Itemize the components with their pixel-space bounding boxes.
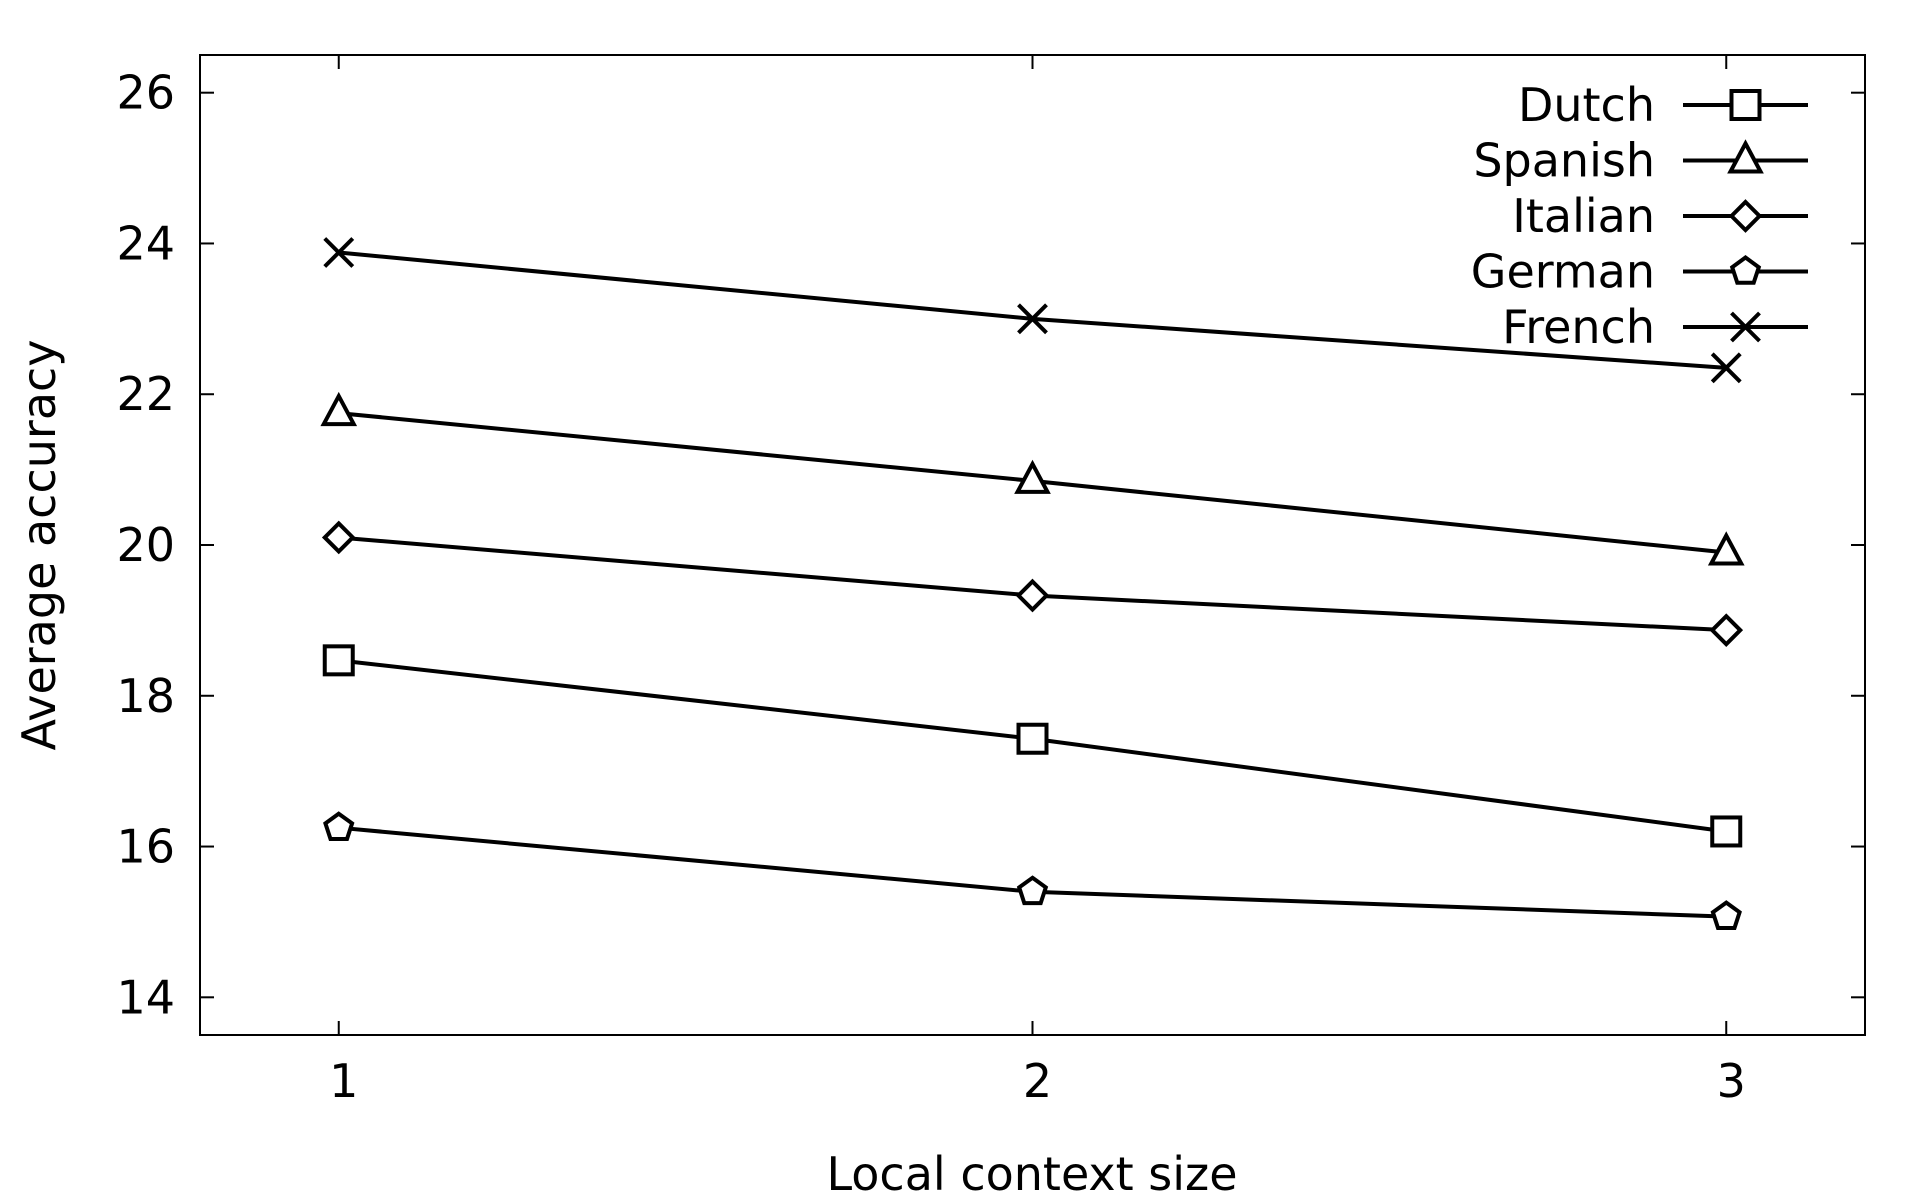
x-axis-title: Local context size: [826, 1147, 1237, 1200]
series-group: [320, 237, 1745, 930]
y-tick-label: 14: [116, 970, 175, 1024]
series-french: [323, 237, 1742, 384]
legend-marker-spanish: [1727, 139, 1764, 174]
legend-marker-french: [1730, 311, 1761, 343]
data-point-dutch: [1710, 815, 1743, 848]
legend-label: Italian: [1512, 189, 1655, 243]
y-tick-label: 26: [116, 66, 175, 120]
series-spanish: [320, 391, 1745, 566]
legend-marker-german: [1729, 255, 1762, 285]
data-point-french: [1017, 303, 1048, 335]
legend-label: French: [1502, 300, 1655, 354]
legend-item-german: German: [1471, 245, 1808, 299]
data-point-spanish: [320, 391, 358, 427]
legend-marker-dutch: [1729, 89, 1762, 121]
y-axis: 14 16 18 20 22 24 26: [116, 66, 1865, 1024]
data-point-german: [1016, 875, 1049, 906]
x-tick-label: 1: [329, 1054, 358, 1108]
series-dutch: [322, 644, 1743, 848]
legend-label: Spanish: [1473, 134, 1655, 188]
data-point-dutch: [1016, 722, 1049, 755]
data-point-spanish: [1014, 459, 1051, 494]
data-point-french: [323, 237, 355, 268]
legend-item-french: French: [1502, 300, 1808, 354]
x-tick-label: 3: [1717, 1054, 1746, 1108]
data-point-italian: [321, 520, 356, 555]
data-point-german: [1710, 900, 1742, 930]
legend-label: Dutch: [1518, 78, 1655, 132]
data-point-german: [323, 811, 355, 841]
legend-item-italian: Italian: [1512, 189, 1808, 243]
series-italian: [321, 520, 1744, 648]
x-tick-label: 2: [1023, 1054, 1052, 1108]
data-point-italian: [1709, 613, 1744, 648]
legend-marker-italian: [1728, 199, 1763, 233]
data-point-spanish: [1707, 531, 1745, 566]
y-tick-label: 22: [116, 367, 175, 421]
series-german: [323, 811, 1742, 930]
y-tick-label: 18: [116, 669, 175, 723]
y-tick-label: 16: [116, 820, 175, 874]
x-axis: 1 2 3: [329, 55, 1746, 1108]
y-tick-label: 20: [116, 518, 175, 572]
legend-item-dutch: Dutch: [1518, 78, 1808, 132]
y-tick-label: 24: [116, 216, 175, 270]
legend-item-spanish: Spanish: [1473, 134, 1808, 188]
data-point-dutch: [322, 644, 355, 677]
data-point-italian: [1015, 578, 1050, 613]
data-point-french: [1710, 352, 1742, 384]
y-axis-title: Average accuracy: [12, 339, 66, 750]
legend-label: German: [1471, 245, 1655, 299]
